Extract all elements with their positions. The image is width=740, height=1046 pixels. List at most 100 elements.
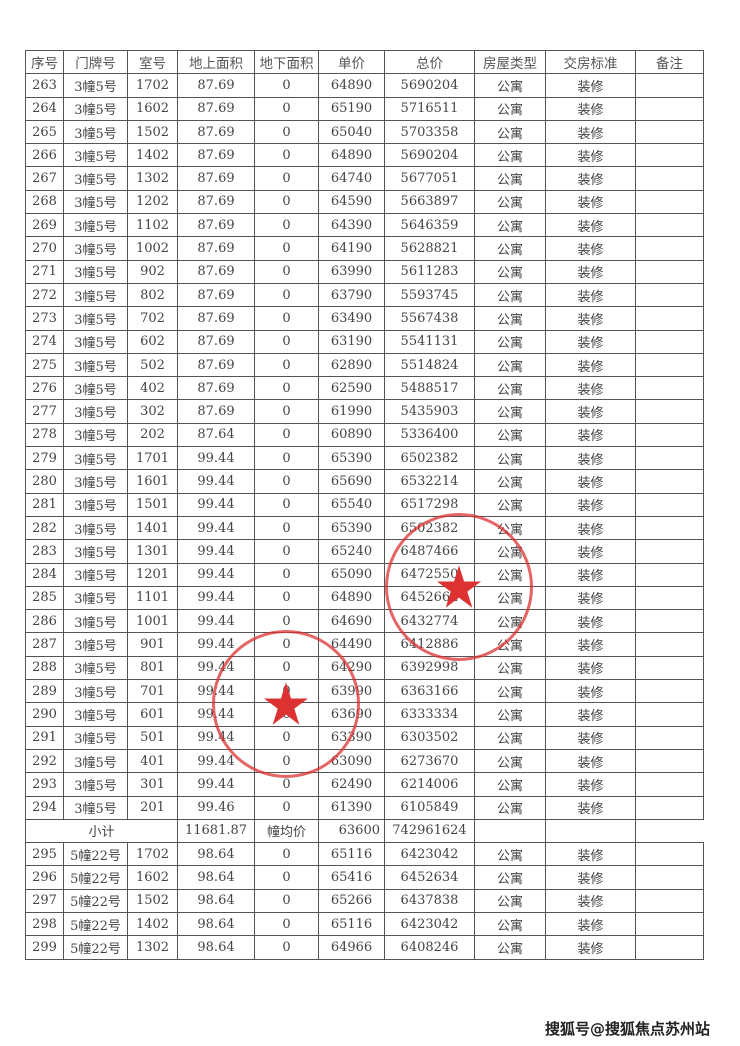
table-cell: 3幢5号 bbox=[63, 352, 128, 378]
table-cell: 6472550 bbox=[384, 562, 475, 587]
column-header: 地上面积 bbox=[177, 49, 255, 75]
table-cell bbox=[635, 562, 704, 587]
subtotal-total: 742961624 bbox=[384, 818, 475, 844]
table-row: 268 3幢5号 1202 87.69 0 64590 5663897 公寓 装修 bbox=[25, 189, 704, 215]
table-cell: 87.69 bbox=[177, 236, 255, 261]
table-row: 288 3幢5号 801 99.44 0 64290 6392998 公寓 装修 bbox=[25, 655, 704, 681]
table-cell: 公寓 bbox=[474, 911, 546, 937]
table-cell: 87.69 bbox=[177, 352, 255, 378]
table-cell: 3幢5号 bbox=[63, 585, 128, 611]
table-cell: 63390 bbox=[318, 725, 385, 750]
table-cell: 0 bbox=[254, 702, 319, 727]
table-cell: 3幢5号 bbox=[63, 562, 128, 587]
table-cell bbox=[635, 306, 704, 331]
table-cell: 65090 bbox=[318, 562, 385, 587]
table-row: 284 3幢5号 1201 99.44 0 65090 6472550 公寓 装修 bbox=[25, 562, 704, 587]
table-cell: 3幢5号 bbox=[63, 492, 128, 517]
table-cell: 装修 bbox=[545, 329, 636, 354]
table-cell: 282 bbox=[25, 515, 64, 541]
table-cell: 99.44 bbox=[177, 702, 255, 727]
table-cell: 6423042 bbox=[384, 911, 475, 937]
table-cell: 0 bbox=[254, 306, 319, 331]
table-row: 275 3幢5号 502 87.69 0 62890 5514824 公寓 装修 bbox=[25, 352, 704, 378]
table-cell: 285 bbox=[25, 585, 64, 611]
table-cell: 装修 bbox=[545, 539, 636, 564]
table-cell: 5435903 bbox=[384, 399, 475, 424]
table-cell: 99.44 bbox=[177, 772, 255, 797]
table-cell: 87.69 bbox=[177, 376, 255, 401]
table-cell: 5716511 bbox=[384, 96, 475, 121]
table-cell: 公寓 bbox=[474, 73, 546, 98]
table-cell: 6487466 bbox=[384, 539, 475, 564]
table-cell: 64490 bbox=[318, 632, 385, 657]
table-cell: 0 bbox=[254, 655, 319, 681]
table-cell: 63690 bbox=[318, 702, 385, 727]
table-row: 274 3幢5号 602 87.69 0 63190 5541131 公寓 装修 bbox=[25, 329, 704, 354]
table-row: 270 3幢5号 1002 87.69 0 64190 5628821 公寓 装修 bbox=[25, 236, 704, 261]
table-cell: 264 bbox=[25, 96, 64, 121]
table-cell: 0 bbox=[254, 259, 319, 284]
table-cell: 0 bbox=[254, 119, 319, 145]
table-cell: 0 bbox=[254, 96, 319, 121]
empty-cell bbox=[474, 818, 546, 844]
table-cell: 1602 bbox=[127, 865, 178, 890]
table-cell bbox=[635, 469, 704, 494]
table-cell: 装修 bbox=[545, 702, 636, 727]
table-row: 264 3幢5号 1602 87.69 0 65190 5716511 公寓 装修 bbox=[25, 96, 704, 121]
table-cell bbox=[635, 399, 704, 424]
table-cell: 289 bbox=[25, 679, 64, 704]
table-cell: 295 bbox=[25, 842, 64, 867]
table-cell: 64890 bbox=[318, 143, 385, 168]
table-cell: 281 bbox=[25, 492, 64, 517]
table-row: 287 3幢5号 901 99.44 0 64490 6412886 公寓 装修 bbox=[25, 632, 704, 657]
table-cell: 1101 bbox=[127, 585, 178, 611]
table-cell: 62490 bbox=[318, 772, 385, 797]
table-cell: 99.46 bbox=[177, 795, 255, 820]
table-cell: 装修 bbox=[545, 935, 636, 960]
table-cell: 99.44 bbox=[177, 562, 255, 587]
table-cell: 294 bbox=[25, 795, 64, 820]
table-cell: 装修 bbox=[545, 492, 636, 517]
table-cell: 1702 bbox=[127, 73, 178, 98]
table-cell: 266 bbox=[25, 143, 64, 168]
table-cell: 87.69 bbox=[177, 119, 255, 145]
table-cell: 301 bbox=[127, 772, 178, 797]
table-cell: 0 bbox=[254, 772, 319, 797]
table-cell: 公寓 bbox=[474, 469, 546, 494]
table-cell: 6408246 bbox=[384, 935, 475, 960]
table-cell: 202 bbox=[127, 422, 178, 448]
table-cell: 装修 bbox=[545, 772, 636, 797]
table-row: 282 3幢5号 1401 99.44 0 65390 6502382 公寓 装修 bbox=[25, 515, 704, 541]
table-cell: 65240 bbox=[318, 539, 385, 564]
table-row: 273 3幢5号 702 87.69 0 63490 5567438 公寓 装修 bbox=[25, 306, 704, 331]
table-cell: 87.69 bbox=[177, 166, 255, 191]
table-cell: 1201 bbox=[127, 562, 178, 587]
table-cell: 99.44 bbox=[177, 632, 255, 657]
table-cell: 装修 bbox=[545, 632, 636, 657]
table-cell: 公寓 bbox=[474, 632, 546, 657]
table-cell: 502 bbox=[127, 352, 178, 378]
table-cell: 装修 bbox=[545, 679, 636, 704]
table-cell: 273 bbox=[25, 306, 64, 331]
table-cell: 公寓 bbox=[474, 376, 546, 401]
table-cell: 装修 bbox=[545, 73, 636, 98]
table-cell: 公寓 bbox=[474, 166, 546, 191]
table-cell bbox=[635, 213, 704, 238]
table-cell: 62890 bbox=[318, 352, 385, 378]
table-cell: 298 bbox=[25, 911, 64, 937]
table-cell: 6432774 bbox=[384, 609, 475, 634]
table-cell: 98.64 bbox=[177, 935, 255, 960]
table-cell: 公寓 bbox=[474, 492, 546, 517]
table-cell: 0 bbox=[254, 446, 319, 471]
column-header: 总价 bbox=[384, 49, 475, 75]
table-cell: 64890 bbox=[318, 585, 385, 611]
table-cell: 272 bbox=[25, 282, 64, 308]
table-cell: 601 bbox=[127, 702, 178, 727]
table-cell: 87.69 bbox=[177, 73, 255, 98]
avg-price-label: 幢均价 bbox=[254, 818, 319, 844]
table-cell: 63990 bbox=[318, 259, 385, 284]
table-cell: 3幢5号 bbox=[63, 376, 128, 401]
table-cell bbox=[635, 609, 704, 634]
table-cell: 6502382 bbox=[384, 515, 475, 541]
table-cell: 公寓 bbox=[474, 96, 546, 121]
